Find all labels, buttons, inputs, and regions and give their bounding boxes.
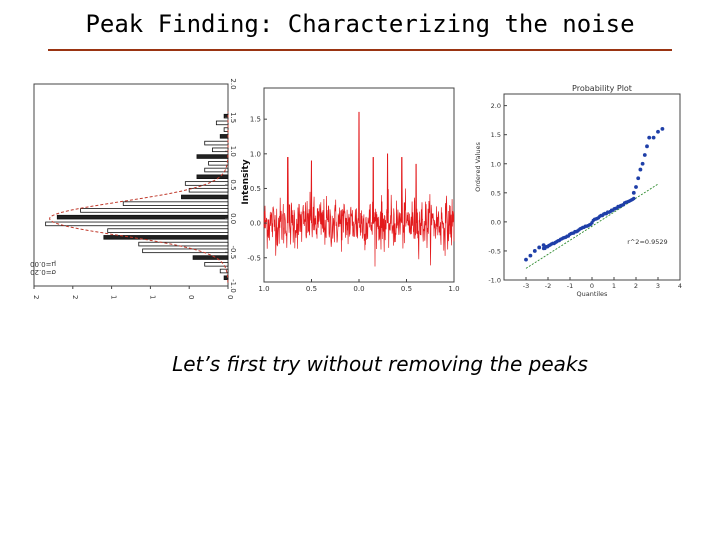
histogram-value-tick-label: 0.0 — [229, 213, 237, 224]
probplot-x-axis-label: Quantiles — [577, 290, 608, 298]
histogram-bar — [196, 154, 229, 159]
gaussian-fit-curve — [49, 111, 229, 283]
histogram-count-tick-label: 0.0 — [226, 295, 234, 300]
histogram-bar — [223, 275, 229, 281]
probplot-fit-line — [525, 183, 659, 269]
intensity-x-tick-label: 0.5 — [306, 285, 317, 293]
histogram-value-tick-label: -0.5 — [229, 245, 237, 259]
probplot-x-tick-label: 1 — [612, 282, 616, 290]
probplot-point — [528, 253, 533, 258]
probplot-point — [651, 135, 656, 140]
histogram-bar — [192, 255, 229, 260]
probplot-point — [656, 129, 660, 134]
histogram-bar — [219, 134, 229, 139]
histogram-bar — [196, 174, 229, 180]
probplot-x-tick-label: -2 — [545, 282, 551, 290]
intensity-y-tick-label: 0.5 — [250, 185, 261, 193]
probability-plot-panel: Probability Plot 2.0 1.5 1.0 0.5 0.0 -0.5 -1.0 -… — [474, 84, 682, 298]
histogram-bar — [142, 248, 229, 254]
probplot-point — [632, 196, 636, 201]
title-rule — [48, 49, 672, 51]
intensity-x-tick-label: 1.0 — [448, 285, 459, 293]
probplot-frame — [503, 93, 681, 281]
probplot-y-tick-label: 1.5 — [491, 131, 501, 139]
histogram-bar — [45, 221, 229, 227]
histogram-count-tick-label: 1.0 — [148, 295, 156, 300]
histogram-value-tick-label: 2.0 — [229, 78, 237, 89]
intensity-x-tick-label: 0.0 — [353, 285, 364, 293]
probplot-y-tick-label: -1.0 — [488, 277, 501, 285]
histogram-panel: 2.0 1.5 1.0 0.5 0.0 -0.5 -1.0 2.5 2.0 1.5 1.0 0.5 0.… — [28, 78, 237, 300]
probplot-x-tick-label: 2 — [634, 282, 638, 290]
probplot-point — [631, 190, 636, 195]
histogram-value-tick-label: 1.5 — [229, 112, 237, 123]
probplot-point — [537, 245, 542, 250]
histogram-bar — [56, 214, 229, 220]
probplot-x-tick-label: 3 — [656, 282, 660, 290]
histogram-bar — [204, 167, 229, 173]
probplot-point — [642, 153, 647, 157]
probplot-annotation: r^2=0.9529 — [627, 238, 667, 246]
probplot-point — [647, 135, 652, 140]
probplot-point — [638, 167, 643, 172]
histogram-bar — [208, 161, 229, 166]
histogram-bar — [204, 262, 229, 267]
probplot-title: Probability Plot — [572, 84, 632, 93]
probplot-point — [634, 185, 638, 189]
intensity-y-tick-label: -0.5 — [247, 254, 261, 262]
histogram-count-tick-label: 2.0 — [71, 295, 79, 300]
intensity-trace — [263, 111, 455, 267]
histogram-bar — [204, 140, 229, 146]
histogram-bar — [223, 127, 229, 132]
histogram-count-tick-label: 2.5 — [32, 295, 40, 300]
probplot-point — [660, 126, 665, 131]
slide-caption: Let’s first try without removing the pea… — [172, 352, 588, 376]
probplot-y-tick-label: 1.0 — [491, 160, 501, 168]
histogram-bar — [219, 268, 229, 274]
probplot-point — [640, 161, 645, 166]
histogram-bar — [181, 194, 229, 200]
probplot-point — [636, 176, 641, 181]
intensity-y-axis-label: Intensity — [241, 159, 251, 204]
intensity-x-tick-label: 0.5 — [401, 285, 412, 293]
histogram-value-tick-label: 0.5 — [229, 179, 237, 190]
probplot-point — [645, 144, 649, 149]
histogram-count-tick-label: 0.5 — [187, 295, 195, 300]
intensity-y-tick-label: 1.5 — [250, 116, 261, 124]
histogram-bar — [215, 120, 229, 126]
probplot-y-tick-label: 2.0 — [491, 102, 501, 110]
probplot-y-axis-label: Ordered Values — [474, 142, 482, 192]
histogram-legend-text: μ=0.00 900 — [28, 260, 56, 268]
intensity-y-tick-label: 0.0 — [250, 220, 261, 228]
histogram-legend-text: σ=0.20 0907 — [28, 268, 56, 276]
histogram-count-tick-label: 1.5 — [110, 295, 118, 300]
slide-title: Peak Finding: Characterizing the noise — [85, 10, 635, 38]
histogram-bar — [107, 228, 229, 233]
probplot-point — [524, 257, 528, 262]
intensity-y-tick-label: 1.0 — [250, 150, 261, 158]
histogram-bar — [184, 181, 229, 186]
probplot-point — [541, 243, 546, 248]
histogram-value-tick-label: 1.0 — [229, 146, 237, 157]
probplot-y-tick-label: 0.5 — [491, 189, 501, 197]
histogram-bar — [80, 208, 229, 213]
probplot-x-tick-label: 4 — [678, 282, 682, 290]
probplot-y-tick-label: -0.5 — [488, 247, 501, 255]
probplot-x-tick-label: -1 — [567, 282, 573, 290]
probplot-x-tick-label: -3 — [523, 282, 529, 290]
histogram-bar — [122, 201, 229, 206]
probplot-x-tick-label: 0 — [590, 282, 594, 290]
histogram-value-tick-label: -1.0 — [229, 279, 237, 293]
histogram-bar — [138, 241, 229, 247]
probplot-point — [532, 249, 537, 253]
histogram-bar — [188, 187, 229, 193]
probplot-y-tick-label: 0.0 — [491, 218, 501, 226]
intensity-x-tick-label: 1.0 — [258, 285, 269, 293]
histogram-bar — [103, 235, 229, 240]
